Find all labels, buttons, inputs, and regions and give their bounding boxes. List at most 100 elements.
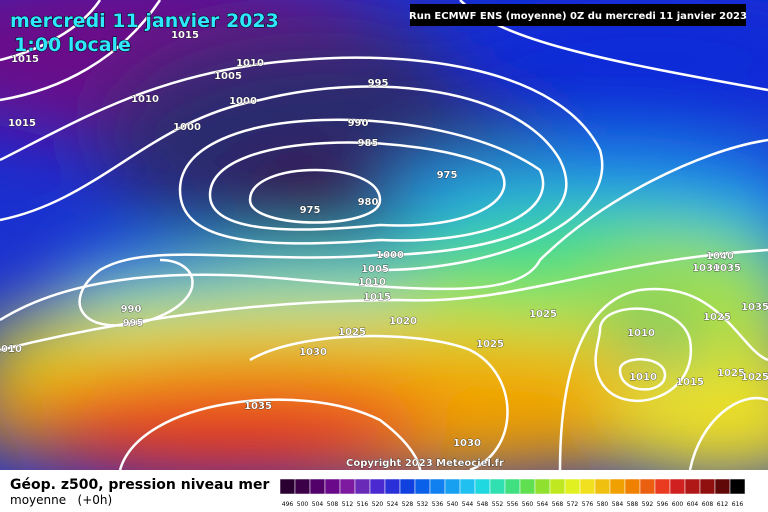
colorbar-swatch bbox=[549, 478, 566, 495]
colorbar-swatch bbox=[654, 478, 671, 495]
colorbar-label: 588 bbox=[627, 501, 639, 508]
colorbar-label: 496 bbox=[282, 501, 294, 508]
isobar-label: 1035 bbox=[741, 302, 768, 313]
colorbar-swatch bbox=[489, 478, 506, 495]
colorbar-label: 560 bbox=[522, 501, 534, 508]
colorbar-swatch bbox=[504, 478, 521, 495]
colorbar-swatch bbox=[339, 478, 356, 495]
isobar-label: 1040 bbox=[706, 251, 734, 262]
colorbar-swatch bbox=[564, 478, 581, 495]
colorbar-swatch bbox=[594, 478, 611, 495]
colorbar-label: 592 bbox=[642, 501, 654, 508]
colorbar-label: 564 bbox=[537, 501, 549, 508]
isobar-label: 995 bbox=[123, 318, 144, 329]
colorbar-swatch bbox=[624, 478, 641, 495]
colorbar-label: 520 bbox=[372, 501, 384, 508]
isobar-label: 1010 bbox=[358, 277, 386, 288]
isobar-label: 1005 bbox=[361, 264, 389, 275]
isobar-label: 1010 bbox=[236, 58, 264, 69]
legend-subtitle: moyenne (+0h) bbox=[10, 493, 112, 507]
colorbar-swatch bbox=[354, 478, 371, 495]
colorbar-label: 508 bbox=[327, 501, 339, 508]
colorbar-swatch bbox=[684, 478, 701, 495]
colorbar-label: 608 bbox=[702, 501, 714, 508]
colorbar-swatch bbox=[699, 478, 716, 495]
isobar-label: 1020 bbox=[389, 316, 417, 327]
colorbar-label: 516 bbox=[357, 501, 369, 508]
legend-title: Géop. z500, pression niveau mer bbox=[10, 477, 269, 493]
isobar-label: 1010 bbox=[0, 344, 22, 355]
colorbar-swatch bbox=[609, 478, 626, 495]
colorbar-swatch bbox=[414, 478, 431, 495]
isobar-label: 1025 bbox=[529, 309, 557, 320]
isobar-label: 1000 bbox=[173, 122, 201, 133]
colorbar-label: 576 bbox=[582, 501, 594, 508]
colorbar-swatch bbox=[534, 478, 551, 495]
colorbar-label: 584 bbox=[612, 501, 624, 508]
colorbar-label: 580 bbox=[597, 501, 609, 508]
isobar-label: 990 bbox=[121, 304, 142, 315]
colorbar-swatch bbox=[399, 478, 416, 495]
isobar-label: 1035 bbox=[713, 263, 741, 274]
colorbar-label: 524 bbox=[387, 501, 399, 508]
colorbar-swatch bbox=[369, 478, 386, 495]
isobar-label: 1015 bbox=[171, 30, 199, 41]
colorbar-label: 556 bbox=[507, 501, 519, 508]
isobar-label: 1005 bbox=[214, 71, 242, 82]
isobar-label: 995 bbox=[368, 78, 389, 89]
isobar-label: 1015 bbox=[11, 54, 39, 65]
isobar-label: 1010 bbox=[627, 328, 655, 339]
isobar-labels: 1015 1015 1010 1005 1010 1000 995 1015 1000 990 98… bbox=[0, 30, 768, 450]
colorbar-label: 500 bbox=[297, 501, 309, 508]
colorbar-swatch bbox=[294, 478, 311, 495]
isobar-label: 990 bbox=[348, 118, 369, 129]
colorbar-label: 532 bbox=[417, 501, 429, 508]
isobar-label: 985 bbox=[358, 138, 379, 149]
isobar-label: 975 bbox=[300, 205, 321, 216]
colorbar-swatch bbox=[279, 478, 296, 495]
isobar-label: 1000 bbox=[229, 96, 257, 107]
colorbar: 496 500 504 508 512 516 520 524 528 532 536 540 544 5… bbox=[279, 478, 746, 508]
colorbar-label: 536 bbox=[432, 501, 444, 508]
isobar-label: 1030 bbox=[692, 263, 720, 274]
colorbar-swatch bbox=[714, 478, 731, 495]
colorbar-swatch bbox=[384, 478, 401, 495]
colorbar-label: 604 bbox=[687, 501, 699, 508]
run-box bbox=[410, 4, 746, 26]
isobar-label: 980 bbox=[358, 197, 379, 208]
colorbar-swatch bbox=[459, 478, 476, 495]
colorbar-label: 612 bbox=[717, 501, 729, 508]
map-field bbox=[0, 0, 768, 470]
colorbar-swatch bbox=[669, 478, 686, 495]
isobar-label: 1025 bbox=[338, 327, 366, 338]
map-subtitle: 1:00 locale bbox=[14, 34, 131, 56]
colorbar-swatch bbox=[309, 478, 326, 495]
colorbar-label: 528 bbox=[402, 501, 414, 508]
isobar-label: 1025 bbox=[476, 339, 504, 350]
colorbar-swatch bbox=[429, 478, 446, 495]
isobar-label: 1015 bbox=[8, 118, 36, 129]
colorbar-label: 600 bbox=[672, 501, 684, 508]
colorbar-label: 616 bbox=[732, 501, 744, 508]
colorbar-label: 568 bbox=[552, 501, 564, 508]
colorbar-swatch bbox=[729, 478, 746, 495]
colorbar-label: 552 bbox=[492, 501, 504, 508]
colorbar-swatch bbox=[519, 478, 536, 495]
colorbar-label: 540 bbox=[447, 501, 459, 508]
colorbar-label: 572 bbox=[567, 501, 579, 508]
colorbar-label: 544 bbox=[462, 501, 474, 508]
colorbar-label: 596 bbox=[657, 501, 669, 508]
isobar-label: 1010 bbox=[629, 372, 657, 383]
isobar-label: 1030 bbox=[299, 347, 327, 358]
colorbar-label: 512 bbox=[342, 501, 354, 508]
colorbar-swatch bbox=[474, 478, 491, 495]
isobar-label: 1030 bbox=[453, 438, 481, 449]
colorbar-swatch bbox=[579, 478, 596, 495]
copyright: Copyright 2023 Meteociel.fr bbox=[346, 458, 504, 469]
run-info: Run ECMWF ENS (moyenne) 0Z du mercredi 1… bbox=[409, 11, 747, 22]
map-title: mercredi 11 janvier 2023 bbox=[10, 10, 279, 32]
isobar-label: 975 bbox=[437, 170, 458, 181]
colorbar-label: 504 bbox=[312, 501, 324, 508]
